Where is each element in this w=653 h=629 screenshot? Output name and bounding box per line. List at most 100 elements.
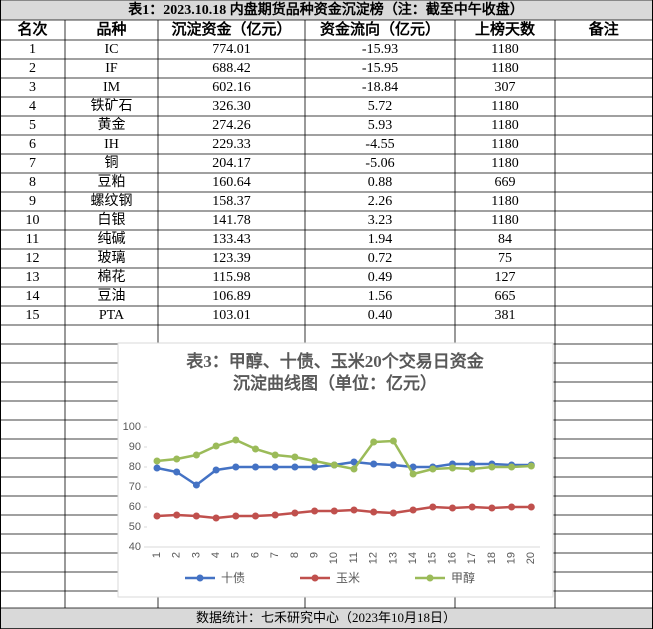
x-tick-label: 4 <box>210 552 222 558</box>
x-tick-label: 20 <box>525 552 537 564</box>
point <box>508 503 516 511</box>
table-cell: 1.94 <box>368 232 393 247</box>
point <box>350 506 358 514</box>
point <box>429 503 437 511</box>
x-tick-label: 6 <box>249 552 261 558</box>
point <box>311 507 319 515</box>
chart-title: 沉淀曲线图（单位：亿元） <box>233 373 437 393</box>
table-cell: 158.37 <box>212 194 251 209</box>
point <box>291 509 299 517</box>
table-cell: 7 <box>29 156 36 171</box>
point <box>252 512 259 520</box>
table-cell: 1180 <box>491 194 518 209</box>
x-tick-label: 15 <box>427 552 439 564</box>
point <box>527 462 535 470</box>
table-cell: 6 <box>29 137 36 152</box>
point <box>271 451 279 459</box>
table-cell: 14 <box>26 289 40 304</box>
point <box>409 506 417 514</box>
point <box>488 504 496 512</box>
legend-label: 十债 <box>221 571 245 585</box>
point <box>271 511 279 519</box>
x-tick-label: 10 <box>328 552 340 564</box>
chart-area <box>117 342 554 598</box>
legend-label: 甲醇 <box>451 570 475 585</box>
table-cell: 774.01 <box>212 42 251 57</box>
point <box>350 458 358 466</box>
table-cell: 5.72 <box>368 99 393 114</box>
table-cell: 白银 <box>98 212 126 228</box>
point <box>508 463 516 471</box>
table-cell: IC <box>105 42 119 57</box>
point <box>370 508 378 516</box>
point <box>212 442 220 450</box>
table-cell: 1180 <box>491 156 518 171</box>
table-cell: 115.98 <box>213 270 251 285</box>
table-cell: 103.01 <box>212 308 251 323</box>
table-cell: 4 <box>29 99 36 114</box>
table-cell: PTA <box>99 308 125 323</box>
y-tick-label: 90 <box>129 441 141 453</box>
point <box>389 437 397 445</box>
legend-label: 玉米 <box>336 571 360 585</box>
table-cell: 5.93 <box>368 118 393 133</box>
column-header: 名次 <box>17 20 47 38</box>
column-header: 品种 <box>96 20 126 38</box>
point <box>370 438 378 446</box>
table-cell: -15.93 <box>362 42 398 57</box>
table-cell: 1180 <box>491 137 518 152</box>
table-cell: 665 <box>495 289 516 304</box>
table-cell: 160.64 <box>212 175 251 190</box>
table-cell: 11 <box>26 232 39 247</box>
table-cell: -18.84 <box>362 80 398 95</box>
point <box>429 465 437 473</box>
table-cell: 豆粕 <box>98 174 126 190</box>
table-cell: 274.26 <box>212 118 251 133</box>
y-tick-label: 50 <box>129 521 141 533</box>
table-cell: 9 <box>29 194 36 209</box>
table-cell: 15 <box>26 308 40 323</box>
x-tick-label: 17 <box>466 552 478 564</box>
point <box>389 509 397 517</box>
table-cell: 1180 <box>491 118 518 133</box>
column-header: 备注 <box>588 20 619 38</box>
point <box>271 463 279 471</box>
point <box>330 461 338 469</box>
table-cell: 141.78 <box>212 213 251 228</box>
point <box>449 464 456 472</box>
table-cell: 75 <box>498 251 512 266</box>
point <box>192 481 200 489</box>
chart-title: 表3：甲醇、十债、玉米20个交易日资金 <box>186 351 484 371</box>
x-tick-label: 16 <box>446 552 458 564</box>
table-title: 表1：2023.10.18 内盘期货品种资金沉淀榜（注：截至中午收盘） <box>127 1 524 18</box>
point <box>173 511 181 519</box>
point <box>153 512 161 520</box>
point <box>468 503 476 511</box>
table-cell: 84 <box>498 232 512 247</box>
y-tick-label: 70 <box>129 481 141 493</box>
y-tick-label: 100 <box>123 421 141 433</box>
table-cell: 669 <box>495 175 516 190</box>
x-tick-label: 2 <box>171 552 183 558</box>
point <box>468 465 476 473</box>
point <box>350 465 358 473</box>
x-tick-label: 8 <box>289 552 301 558</box>
table-cell: 1 <box>29 42 36 57</box>
x-tick-label: 5 <box>230 552 242 558</box>
point <box>192 451 200 459</box>
point <box>153 464 161 472</box>
table-cell: 307 <box>495 80 516 95</box>
point <box>252 445 259 453</box>
x-tick-label: 12 <box>368 552 380 564</box>
table-cell: 1.56 <box>368 289 393 304</box>
table-cell: 13 <box>26 270 40 285</box>
x-tick-label: 1 <box>151 552 163 558</box>
column-header: 沉淀资金（亿元） <box>171 20 291 38</box>
table-cell: -4.55 <box>365 137 394 152</box>
footer-text: 数据统计：七禾研究中心（2023年10月18日） <box>196 610 456 625</box>
table-cell: 133.43 <box>212 232 251 247</box>
y-tick-label: 60 <box>129 501 141 513</box>
table-cell: 铜 <box>105 155 119 171</box>
table-cell: 1180 <box>491 99 518 114</box>
